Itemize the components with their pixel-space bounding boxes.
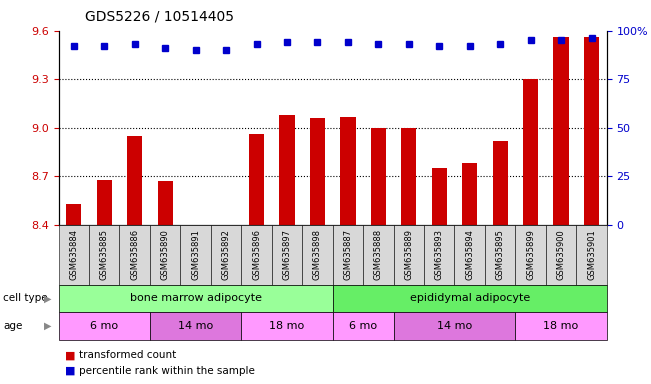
- Text: cell type: cell type: [3, 293, 48, 303]
- Bar: [401, 128, 417, 225]
- Text: transformed count: transformed count: [79, 350, 176, 360]
- Text: 18 mo: 18 mo: [544, 321, 579, 331]
- Text: GSM635893: GSM635893: [435, 229, 444, 280]
- Text: GSM635894: GSM635894: [465, 229, 474, 280]
- Text: ▶: ▶: [44, 321, 51, 331]
- Text: 14 mo: 14 mo: [437, 321, 472, 331]
- Text: GSM635891: GSM635891: [191, 229, 200, 280]
- Text: ■: ■: [65, 366, 76, 376]
- Bar: [432, 168, 447, 225]
- Text: percentile rank within the sample: percentile rank within the sample: [79, 366, 255, 376]
- Text: 14 mo: 14 mo: [178, 321, 214, 331]
- Bar: [279, 115, 295, 225]
- Text: GSM635885: GSM635885: [100, 229, 109, 280]
- Bar: [553, 37, 569, 225]
- Text: GSM635901: GSM635901: [587, 229, 596, 280]
- Bar: [340, 116, 355, 225]
- Bar: [462, 164, 477, 225]
- Text: GSM635898: GSM635898: [313, 229, 322, 280]
- Bar: [188, 225, 203, 228]
- Bar: [96, 180, 112, 225]
- Text: GSM635897: GSM635897: [283, 229, 292, 280]
- Text: GSM635888: GSM635888: [374, 229, 383, 280]
- Text: 6 mo: 6 mo: [349, 321, 377, 331]
- Bar: [310, 118, 325, 225]
- Text: GDS5226 / 10514405: GDS5226 / 10514405: [85, 10, 234, 23]
- Text: GSM635900: GSM635900: [557, 229, 566, 280]
- Text: epididymal adipocyte: epididymal adipocyte: [409, 293, 530, 303]
- Bar: [158, 181, 173, 225]
- Text: bone marrow adipocyte: bone marrow adipocyte: [130, 293, 262, 303]
- Text: ▶: ▶: [44, 293, 51, 303]
- Text: ■: ■: [65, 350, 76, 360]
- Text: GSM635886: GSM635886: [130, 229, 139, 280]
- Text: GSM635887: GSM635887: [343, 229, 352, 280]
- Text: 6 mo: 6 mo: [90, 321, 118, 331]
- Bar: [584, 37, 599, 225]
- Text: GSM635895: GSM635895: [495, 229, 505, 280]
- Text: GSM635896: GSM635896: [252, 229, 261, 280]
- Bar: [249, 134, 264, 225]
- Bar: [523, 79, 538, 225]
- Text: GSM635892: GSM635892: [221, 229, 230, 280]
- Text: age: age: [3, 321, 23, 331]
- Text: GSM635899: GSM635899: [526, 229, 535, 280]
- Bar: [127, 136, 143, 225]
- Text: GSM635889: GSM635889: [404, 229, 413, 280]
- Bar: [66, 204, 81, 225]
- Text: 18 mo: 18 mo: [270, 321, 305, 331]
- Bar: [493, 141, 508, 225]
- Text: GSM635884: GSM635884: [69, 229, 78, 280]
- Bar: [370, 128, 386, 225]
- Text: GSM635890: GSM635890: [161, 229, 170, 280]
